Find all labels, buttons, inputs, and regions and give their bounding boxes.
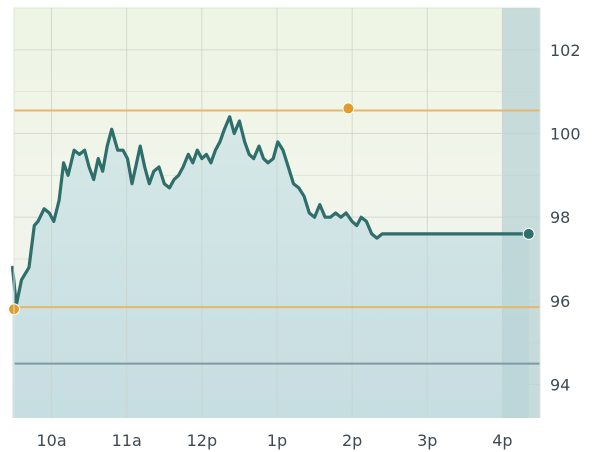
y-tick-label: 96	[550, 292, 570, 311]
x-axis: 10a 11a 12p 1p 2p 3p 4p	[36, 431, 512, 450]
x-tick-label: 2p	[342, 431, 362, 450]
y-tick-label: 94	[550, 376, 570, 395]
y-axis: 102 100 98 96 94	[550, 41, 581, 395]
x-tick-label: 12p	[187, 431, 218, 450]
after-hours-band	[502, 8, 540, 418]
marker-high	[342, 102, 355, 115]
x-tick-label: 11a	[112, 431, 142, 450]
x-tick-label: 3p	[417, 431, 437, 450]
plot-area	[8, 7, 541, 419]
price-line	[10, 115, 531, 307]
marker-last	[522, 227, 535, 240]
y-tick-label: 100	[550, 125, 581, 144]
y-tick-label: 98	[550, 208, 570, 227]
x-tick-label: 4p	[492, 431, 512, 450]
x-tick-label: 1p	[267, 431, 287, 450]
y-tick-label: 102	[550, 41, 581, 60]
x-tick-label: 10a	[36, 431, 66, 450]
price-area-fill	[12, 116, 529, 419]
